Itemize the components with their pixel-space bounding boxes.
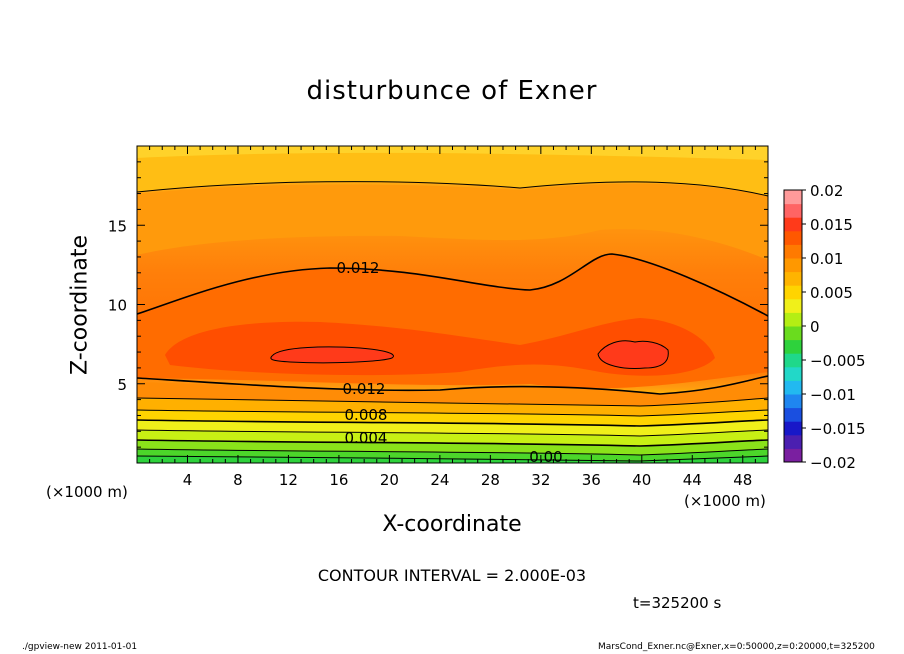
colorbar-swatch [784, 448, 802, 463]
x-tick-label: 16 [329, 471, 348, 489]
x-tick-label: 28 [481, 471, 500, 489]
contour-label: 0.004 [345, 429, 388, 447]
chart-title: disturbunce of Exner [306, 76, 598, 106]
x-tick-label: 40 [632, 471, 651, 489]
contour-label: 0.00 [529, 448, 562, 466]
colorbar-tick-label: 0.005 [810, 284, 853, 302]
colorbar-swatch [784, 380, 802, 395]
y-axis-unit: (×1000 m) [46, 483, 128, 501]
colorbar-swatch [784, 244, 802, 259]
colorbar [783, 189, 803, 463]
footer-right: MarsCond_Exner.nc@Exner,x=0:50000,z=0:20… [598, 642, 875, 652]
colorbar-tick-label: −0.02 [810, 454, 856, 472]
contour-label: 0.012 [337, 259, 380, 277]
x-axis-label: X-coordinate [382, 512, 522, 537]
colorbar-swatch [784, 407, 802, 422]
contour-labels: 0.012 0.012 0.008 0.004 0.00 [337, 259, 563, 466]
contour-field [137, 146, 768, 463]
colorbar-swatch [784, 203, 802, 218]
colorbar-swatch [784, 285, 802, 300]
x-axis-unit: (×1000 m) [684, 492, 766, 510]
colorbar-swatch [784, 394, 802, 409]
contour-label: 0.008 [345, 406, 388, 424]
colorbar-swatch [784, 366, 802, 381]
x-tick-label: 24 [430, 471, 449, 489]
colorbar-swatch [784, 298, 802, 313]
x-tick-label: 48 [733, 471, 752, 489]
colorbar-tick-label: −0.005 [810, 352, 866, 370]
colorbar-swatch [784, 217, 802, 232]
colorbar-tick-label: −0.01 [810, 386, 856, 404]
colorbar-swatch [784, 258, 802, 273]
colorbar-tick-label: −0.015 [810, 420, 866, 438]
time-stamp: t=325200 s [633, 594, 722, 612]
x-tick-label: 20 [380, 471, 399, 489]
colorbar-swatch [784, 353, 802, 368]
footer-left: ./gpview-new 2011-01-01 [22, 642, 138, 652]
x-axis: 4 8 12 16 20 24 28 32 36 40 44 48 [149, 146, 756, 489]
colorbar-swatch [784, 421, 802, 436]
y-axis-label: Z-coordinate [67, 235, 93, 375]
x-tick-label: 44 [683, 471, 702, 489]
x-tick-label: 4 [183, 471, 193, 489]
colorbar-tick-label: 0.015 [810, 216, 853, 234]
x-tick-label: 32 [531, 471, 550, 489]
colorbar-swatch [784, 190, 802, 205]
colorbar-swatch [784, 434, 802, 449]
y-tick-label: 10 [108, 297, 127, 315]
colorbar-swatch [784, 339, 802, 354]
colorbar-swatch [784, 326, 802, 341]
contour-label: 0.012 [343, 380, 386, 398]
x-tick-label: 12 [279, 471, 298, 489]
colorbar-tick-label: 0.02 [810, 182, 843, 200]
y-tick-label: 15 [108, 217, 127, 235]
colorbar-tick-label: 0.01 [810, 250, 843, 268]
colorbar-swatch [784, 312, 802, 327]
colorbar-tick-label: 0 [810, 318, 820, 336]
x-tick-label: 8 [233, 471, 243, 489]
y-tick-label: 5 [117, 376, 127, 394]
x-tick-label: 36 [582, 471, 601, 489]
contour-interval: CONTOUR INTERVAL = 2.000E-03 [317, 566, 587, 585]
colorbar-swatch [784, 230, 802, 245]
y-axis: 5 10 15 [108, 161, 768, 448]
colorbar-swatch [784, 271, 802, 286]
colorbar-ticks: 0.02 0.015 0.01 0.005 0 −0.005 −0.01 −0.015 −0.0… [802, 182, 866, 472]
